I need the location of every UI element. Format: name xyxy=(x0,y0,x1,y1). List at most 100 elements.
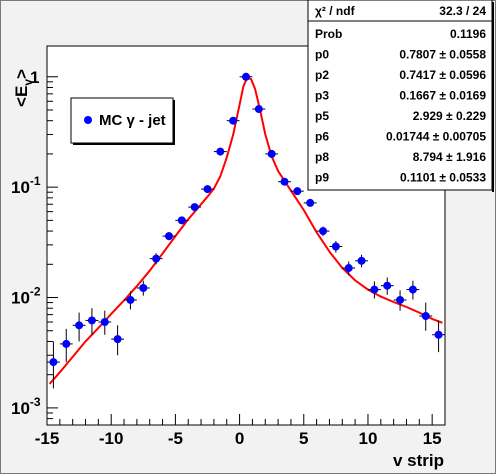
stats-header-label: χ² / ndf xyxy=(315,4,356,18)
y-tick-label: 1 xyxy=(30,68,39,87)
stats-header-value: 32.3 / 24 xyxy=(439,4,486,18)
y-axis-title-text: <Ev> xyxy=(12,69,35,107)
stats-row-value: 0.7417 ± 0.0596 xyxy=(399,68,486,82)
data-marker xyxy=(113,335,122,344)
data-marker xyxy=(434,330,443,339)
stats-row-value: 2.929 ± 0.229 xyxy=(413,109,487,123)
y-axis-title-main: <E xyxy=(12,86,31,107)
data-point xyxy=(380,277,394,295)
data-marker xyxy=(293,187,302,196)
data-marker xyxy=(254,105,263,114)
y-tick-label-exponent: -2 xyxy=(30,285,41,299)
data-marker xyxy=(408,285,417,294)
stats-row-value: 0.7807 ± 0.0558 xyxy=(399,48,486,62)
data-marker xyxy=(344,264,353,273)
x-tick-label: 15 xyxy=(423,429,442,448)
legend-label: MC γ - jet xyxy=(99,112,166,129)
legend-marker xyxy=(84,116,92,124)
x-tick-label: -5 xyxy=(168,429,183,448)
data-marker xyxy=(242,72,250,81)
data-marker xyxy=(75,321,84,330)
stats-row-value: 0.1196 xyxy=(450,27,486,41)
data-marker xyxy=(306,198,315,207)
data-marker xyxy=(62,339,71,348)
data-point xyxy=(72,312,86,342)
y-tick-label: 10-3 xyxy=(11,395,41,418)
data-marker xyxy=(383,281,392,290)
data-point xyxy=(47,341,60,389)
data-marker xyxy=(164,232,173,241)
data-point xyxy=(303,198,317,207)
data-point xyxy=(201,185,214,194)
stats-box-shadow xyxy=(492,2,494,192)
stats-row-name: p0 xyxy=(315,48,329,62)
legend: MC γ - jet xyxy=(70,97,175,145)
legend-shadow-right xyxy=(173,100,175,145)
stats-row-name: Prob xyxy=(315,27,342,41)
data-marker xyxy=(396,295,405,304)
data-marker xyxy=(100,318,109,327)
data-point xyxy=(226,116,240,125)
data-marker xyxy=(190,203,199,212)
data-marker xyxy=(421,312,430,321)
x-tick-label: 5 xyxy=(299,429,308,448)
data-point xyxy=(239,72,253,81)
y-tick-label-exponent: -3 xyxy=(30,395,41,409)
x-axis-title: v strip xyxy=(393,451,444,470)
data-point xyxy=(278,177,291,186)
data-point xyxy=(188,203,202,212)
data-marker xyxy=(152,254,161,263)
stats-row-value: 0.1667 ± 0.0169 xyxy=(399,89,486,103)
y-axis-title: <Ev> xyxy=(12,69,35,107)
data-point xyxy=(265,149,279,158)
stats-row-name: p2 xyxy=(315,68,329,82)
x-tick-labels: -15 -10 -5 0 5 10 15 xyxy=(35,429,442,448)
data-marker xyxy=(87,316,96,325)
data-point xyxy=(290,187,304,196)
legend-shadow-bottom xyxy=(73,143,175,145)
data-point xyxy=(393,290,407,311)
stats-row-name: p5 xyxy=(315,109,329,123)
data-point xyxy=(136,280,150,296)
data-point xyxy=(406,280,420,300)
y-tick-label-base: 10 xyxy=(11,289,30,308)
y-tick-label-base: 10 xyxy=(11,399,30,418)
data-point xyxy=(252,105,266,114)
data-point xyxy=(175,216,189,225)
data-marker xyxy=(229,116,238,125)
stats-row-value: 8.794 ± 1.916 xyxy=(413,150,487,164)
data-point xyxy=(111,325,125,356)
y-tick-label-exponent: -1 xyxy=(30,174,41,188)
data-point xyxy=(124,291,137,310)
x-tick-label: 10 xyxy=(359,429,378,448)
y-tick-label: 10-2 xyxy=(11,285,41,308)
stats-row-name: p9 xyxy=(315,171,329,185)
data-marker xyxy=(280,177,289,186)
data-point xyxy=(419,302,433,331)
data-marker xyxy=(49,358,58,367)
data-point xyxy=(98,310,112,335)
data-marker xyxy=(319,227,328,236)
data-point xyxy=(432,320,445,353)
data-layer xyxy=(47,72,445,389)
y-tick-label-base: 10 xyxy=(11,178,30,197)
data-marker xyxy=(177,216,186,225)
data-marker xyxy=(203,185,212,194)
data-marker xyxy=(331,242,340,251)
data-point xyxy=(149,253,163,265)
data-point xyxy=(355,254,368,268)
stats-row-value: 0.1101 ± 0.0533 xyxy=(400,171,486,185)
data-marker xyxy=(126,295,135,304)
data-point xyxy=(213,147,227,156)
data-marker xyxy=(216,147,225,156)
data-point xyxy=(162,232,176,241)
stats-box: χ² / ndf 32.3 / 24 Prob 0.1196 p0 0.7807 ± … xyxy=(307,0,494,192)
data-point xyxy=(367,281,381,299)
data-marker xyxy=(370,285,379,294)
stats-row-name: p3 xyxy=(315,89,329,103)
data-marker xyxy=(139,283,148,292)
data-marker xyxy=(267,149,276,158)
x-tick-label: -10 xyxy=(99,429,124,448)
y-tick-label: 10-1 xyxy=(11,174,41,197)
